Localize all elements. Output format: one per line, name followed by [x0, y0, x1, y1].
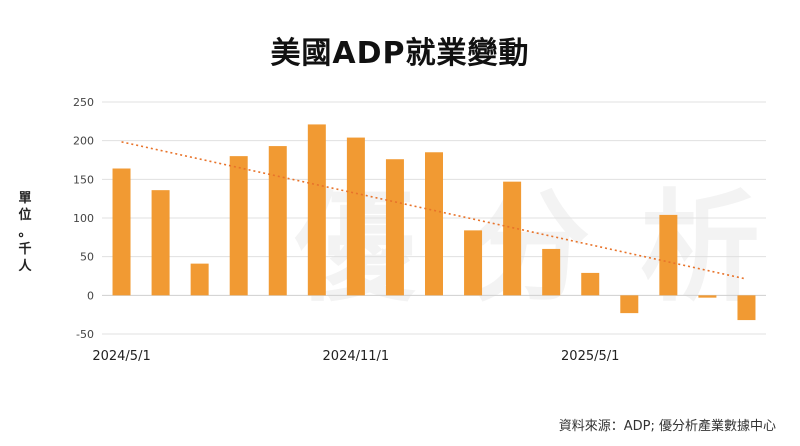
bar [620, 295, 639, 314]
bar [268, 146, 287, 296]
bar [112, 168, 131, 296]
y-tick-label: 250 [73, 96, 94, 109]
bar [346, 137, 365, 296]
bar [503, 181, 522, 296]
y-tick-label: -50 [76, 328, 94, 341]
y-tick-label: 100 [73, 212, 94, 225]
bar [151, 190, 170, 296]
bar [581, 272, 600, 296]
y-tick-label: 200 [73, 135, 94, 148]
y-axis-label-char: 位 [18, 208, 32, 223]
trendline [121, 141, 747, 280]
bar [307, 124, 326, 296]
y-tick-label: 0 [87, 289, 94, 302]
y-axis-label-char: 。 [18, 225, 32, 240]
bar [385, 159, 404, 296]
source-note: 資料來源：ADP; 優分析產業數據中心 [558, 419, 776, 434]
bar [542, 248, 561, 296]
bar [659, 214, 678, 296]
bar [698, 295, 717, 298]
y-axis-label-char: 千 [18, 242, 32, 257]
bar [190, 263, 209, 296]
x-tick-label: 2024/5/1 [92, 349, 150, 364]
bar [425, 152, 443, 296]
x-tick-label: 2025/5/1 [561, 349, 619, 364]
chart-title: 美國ADP就業變動 [270, 36, 530, 71]
y-tick-label: 50 [80, 251, 94, 264]
y-axis-label-char: 人 [18, 259, 32, 274]
bar [737, 295, 756, 321]
y-axis-label-char: 單 [18, 191, 32, 206]
bar [464, 230, 483, 296]
y-tick-label: 150 [73, 173, 94, 186]
y-axis-label: 單 位 。 千 人 [14, 190, 36, 275]
x-tick-label: 2024/11/1 [323, 349, 390, 364]
bar [229, 156, 248, 296]
